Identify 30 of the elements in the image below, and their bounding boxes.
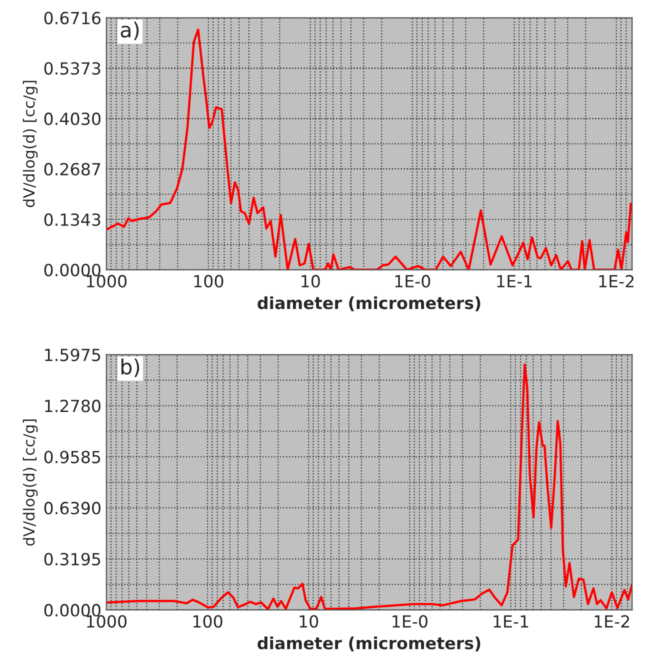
y-tick-label: 0.9585 xyxy=(44,450,100,464)
x-axis-title: diameter (micrometers) xyxy=(258,296,480,312)
y-tick-label: 0.0000 xyxy=(44,264,100,276)
x-tick-label: 1E-1 xyxy=(497,275,532,288)
x-tick-label: 10 xyxy=(302,274,320,288)
x-tick-label: 1000 xyxy=(87,615,127,628)
x-tick-label: 100 xyxy=(194,274,224,288)
y-axis-title: dV/dlog(d) [cc/g] xyxy=(22,419,38,546)
x-tick-label: 1E-0 xyxy=(392,615,428,628)
annotation: a) xyxy=(120,22,139,40)
x-tick-label: 10 xyxy=(300,615,318,628)
y-tick-label: 1.5975 xyxy=(45,348,100,362)
y-tick-label: 1.2780 xyxy=(45,400,100,412)
x-tick-label: 100 xyxy=(193,615,222,628)
x-tick-label: 1000 xyxy=(87,274,127,288)
y-tick-label: 0.4030 xyxy=(44,112,100,126)
y-tick-label: 0.6390 xyxy=(44,502,100,514)
x-axis-title: diameter (micrometers) xyxy=(258,636,480,652)
y-tick-label: 0.6716 xyxy=(44,12,101,24)
y-axis-title: dV/dlog(d) [cc/g] xyxy=(22,80,38,208)
y-tick-label: 0.1343 xyxy=(44,213,100,226)
annotation: b) xyxy=(121,358,140,378)
y-tick-label: 0.3195 xyxy=(44,552,100,566)
x-tick-label: 1E-2 xyxy=(599,274,634,288)
y-tick-label: 0.0000 xyxy=(44,604,100,617)
x-tick-label: 1E-1 xyxy=(494,615,528,628)
y-tick-label: 0.5373 xyxy=(44,62,100,75)
x-tick-label: 1E-2 xyxy=(594,615,630,628)
x-tick-label: 1E-0 xyxy=(395,274,430,288)
y-tick-label: 0.2687 xyxy=(44,162,100,176)
